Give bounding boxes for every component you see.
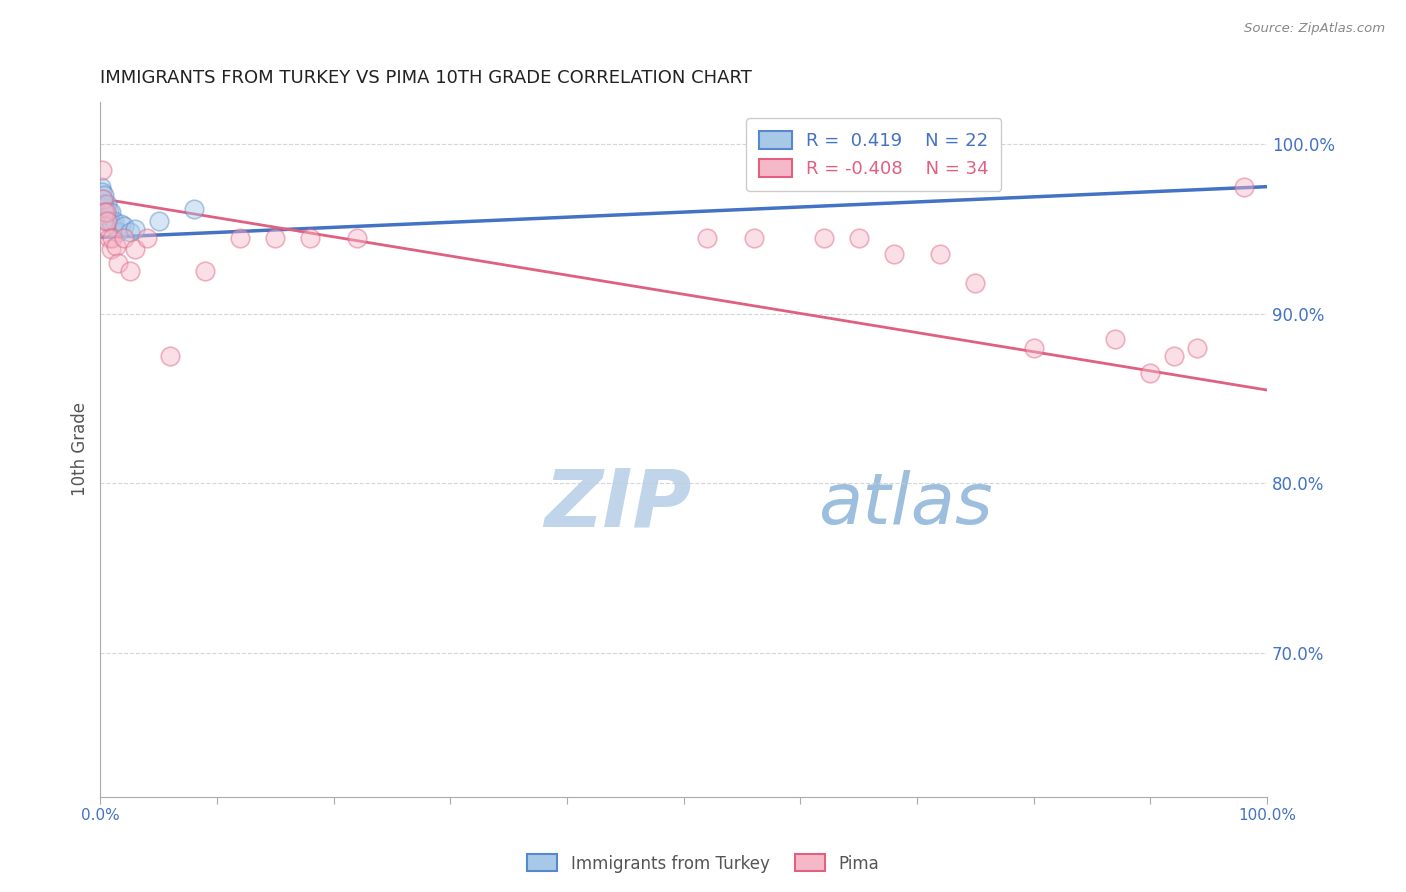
Point bbox=[101, 217, 124, 231]
Text: ZIP: ZIP bbox=[544, 466, 690, 544]
Point bbox=[696, 230, 718, 244]
Point bbox=[97, 205, 120, 219]
Point bbox=[93, 188, 115, 202]
Point bbox=[148, 213, 170, 227]
Point bbox=[299, 230, 322, 244]
Point bbox=[883, 247, 905, 261]
Point bbox=[91, 209, 114, 223]
Point bbox=[848, 230, 870, 244]
Point bbox=[1232, 179, 1254, 194]
Point bbox=[100, 205, 122, 219]
Point bbox=[124, 222, 146, 236]
Point bbox=[96, 205, 118, 219]
Point bbox=[93, 205, 115, 219]
Text: atlas: atlas bbox=[818, 470, 993, 540]
Point bbox=[742, 230, 765, 244]
Point bbox=[194, 264, 217, 278]
Text: Source: ZipAtlas.com: Source: ZipAtlas.com bbox=[1244, 22, 1385, 36]
Y-axis label: 10th Grade: 10th Grade bbox=[72, 402, 89, 496]
Point bbox=[110, 217, 132, 231]
Text: IMMIGRANTS FROM TURKEY VS PIMA 10TH GRADE CORRELATION CHART: IMMIGRANTS FROM TURKEY VS PIMA 10TH GRAD… bbox=[100, 69, 752, 87]
Point bbox=[159, 349, 181, 363]
Point bbox=[107, 226, 129, 240]
Point bbox=[1139, 366, 1161, 380]
Point bbox=[91, 200, 114, 214]
Point bbox=[112, 230, 135, 244]
Point bbox=[264, 230, 287, 244]
Point bbox=[118, 226, 141, 240]
Point bbox=[107, 256, 129, 270]
Point bbox=[112, 219, 135, 233]
Point bbox=[124, 243, 146, 257]
Point bbox=[929, 247, 952, 261]
Point bbox=[90, 162, 112, 177]
Point bbox=[100, 243, 122, 257]
Point bbox=[91, 192, 114, 206]
Point bbox=[183, 202, 205, 216]
Point bbox=[1022, 341, 1045, 355]
Point bbox=[136, 230, 159, 244]
Point bbox=[104, 239, 127, 253]
Point bbox=[93, 196, 115, 211]
Point bbox=[90, 192, 112, 206]
Point bbox=[90, 179, 112, 194]
Point bbox=[813, 230, 835, 244]
Point bbox=[1163, 349, 1185, 363]
Point bbox=[97, 230, 120, 244]
Point bbox=[94, 205, 117, 219]
Point bbox=[103, 213, 125, 227]
Point bbox=[96, 196, 118, 211]
Point bbox=[94, 219, 117, 233]
Point bbox=[98, 213, 121, 227]
Legend: Immigrants from Turkey, Pima: Immigrants from Turkey, Pima bbox=[520, 847, 886, 880]
Point bbox=[229, 230, 252, 244]
Point bbox=[1185, 341, 1208, 355]
Point bbox=[101, 230, 124, 244]
Point bbox=[91, 185, 114, 199]
Legend: R =  0.419    N = 22, R = -0.408    N = 34: R = 0.419 N = 22, R = -0.408 N = 34 bbox=[747, 118, 1001, 191]
Point bbox=[965, 277, 987, 291]
Point bbox=[96, 213, 118, 227]
Point bbox=[346, 230, 368, 244]
Point bbox=[96, 213, 118, 227]
Point bbox=[118, 264, 141, 278]
Point bbox=[1104, 332, 1126, 346]
